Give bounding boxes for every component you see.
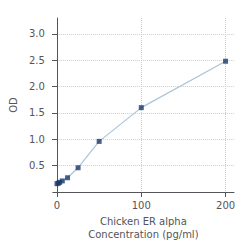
svg-text:Chicken ER alpha: Chicken ER alpha	[100, 216, 187, 227]
svg-text:100: 100	[132, 200, 151, 211]
svg-text:1.5: 1.5	[29, 107, 45, 118]
svg-text:1.0: 1.0	[29, 134, 45, 145]
svg-text:3.0: 3.0	[29, 28, 45, 39]
svg-text:Concentration (pg/ml): Concentration (pg/ml)	[88, 229, 198, 240]
svg-text:0: 0	[54, 200, 60, 211]
svg-text:200: 200	[216, 200, 235, 211]
svg-text:2.5: 2.5	[29, 55, 45, 66]
svg-text:2.0: 2.0	[29, 81, 45, 92]
svg-text:0.5: 0.5	[29, 160, 45, 171]
svg-text:OD: OD	[8, 97, 19, 113]
